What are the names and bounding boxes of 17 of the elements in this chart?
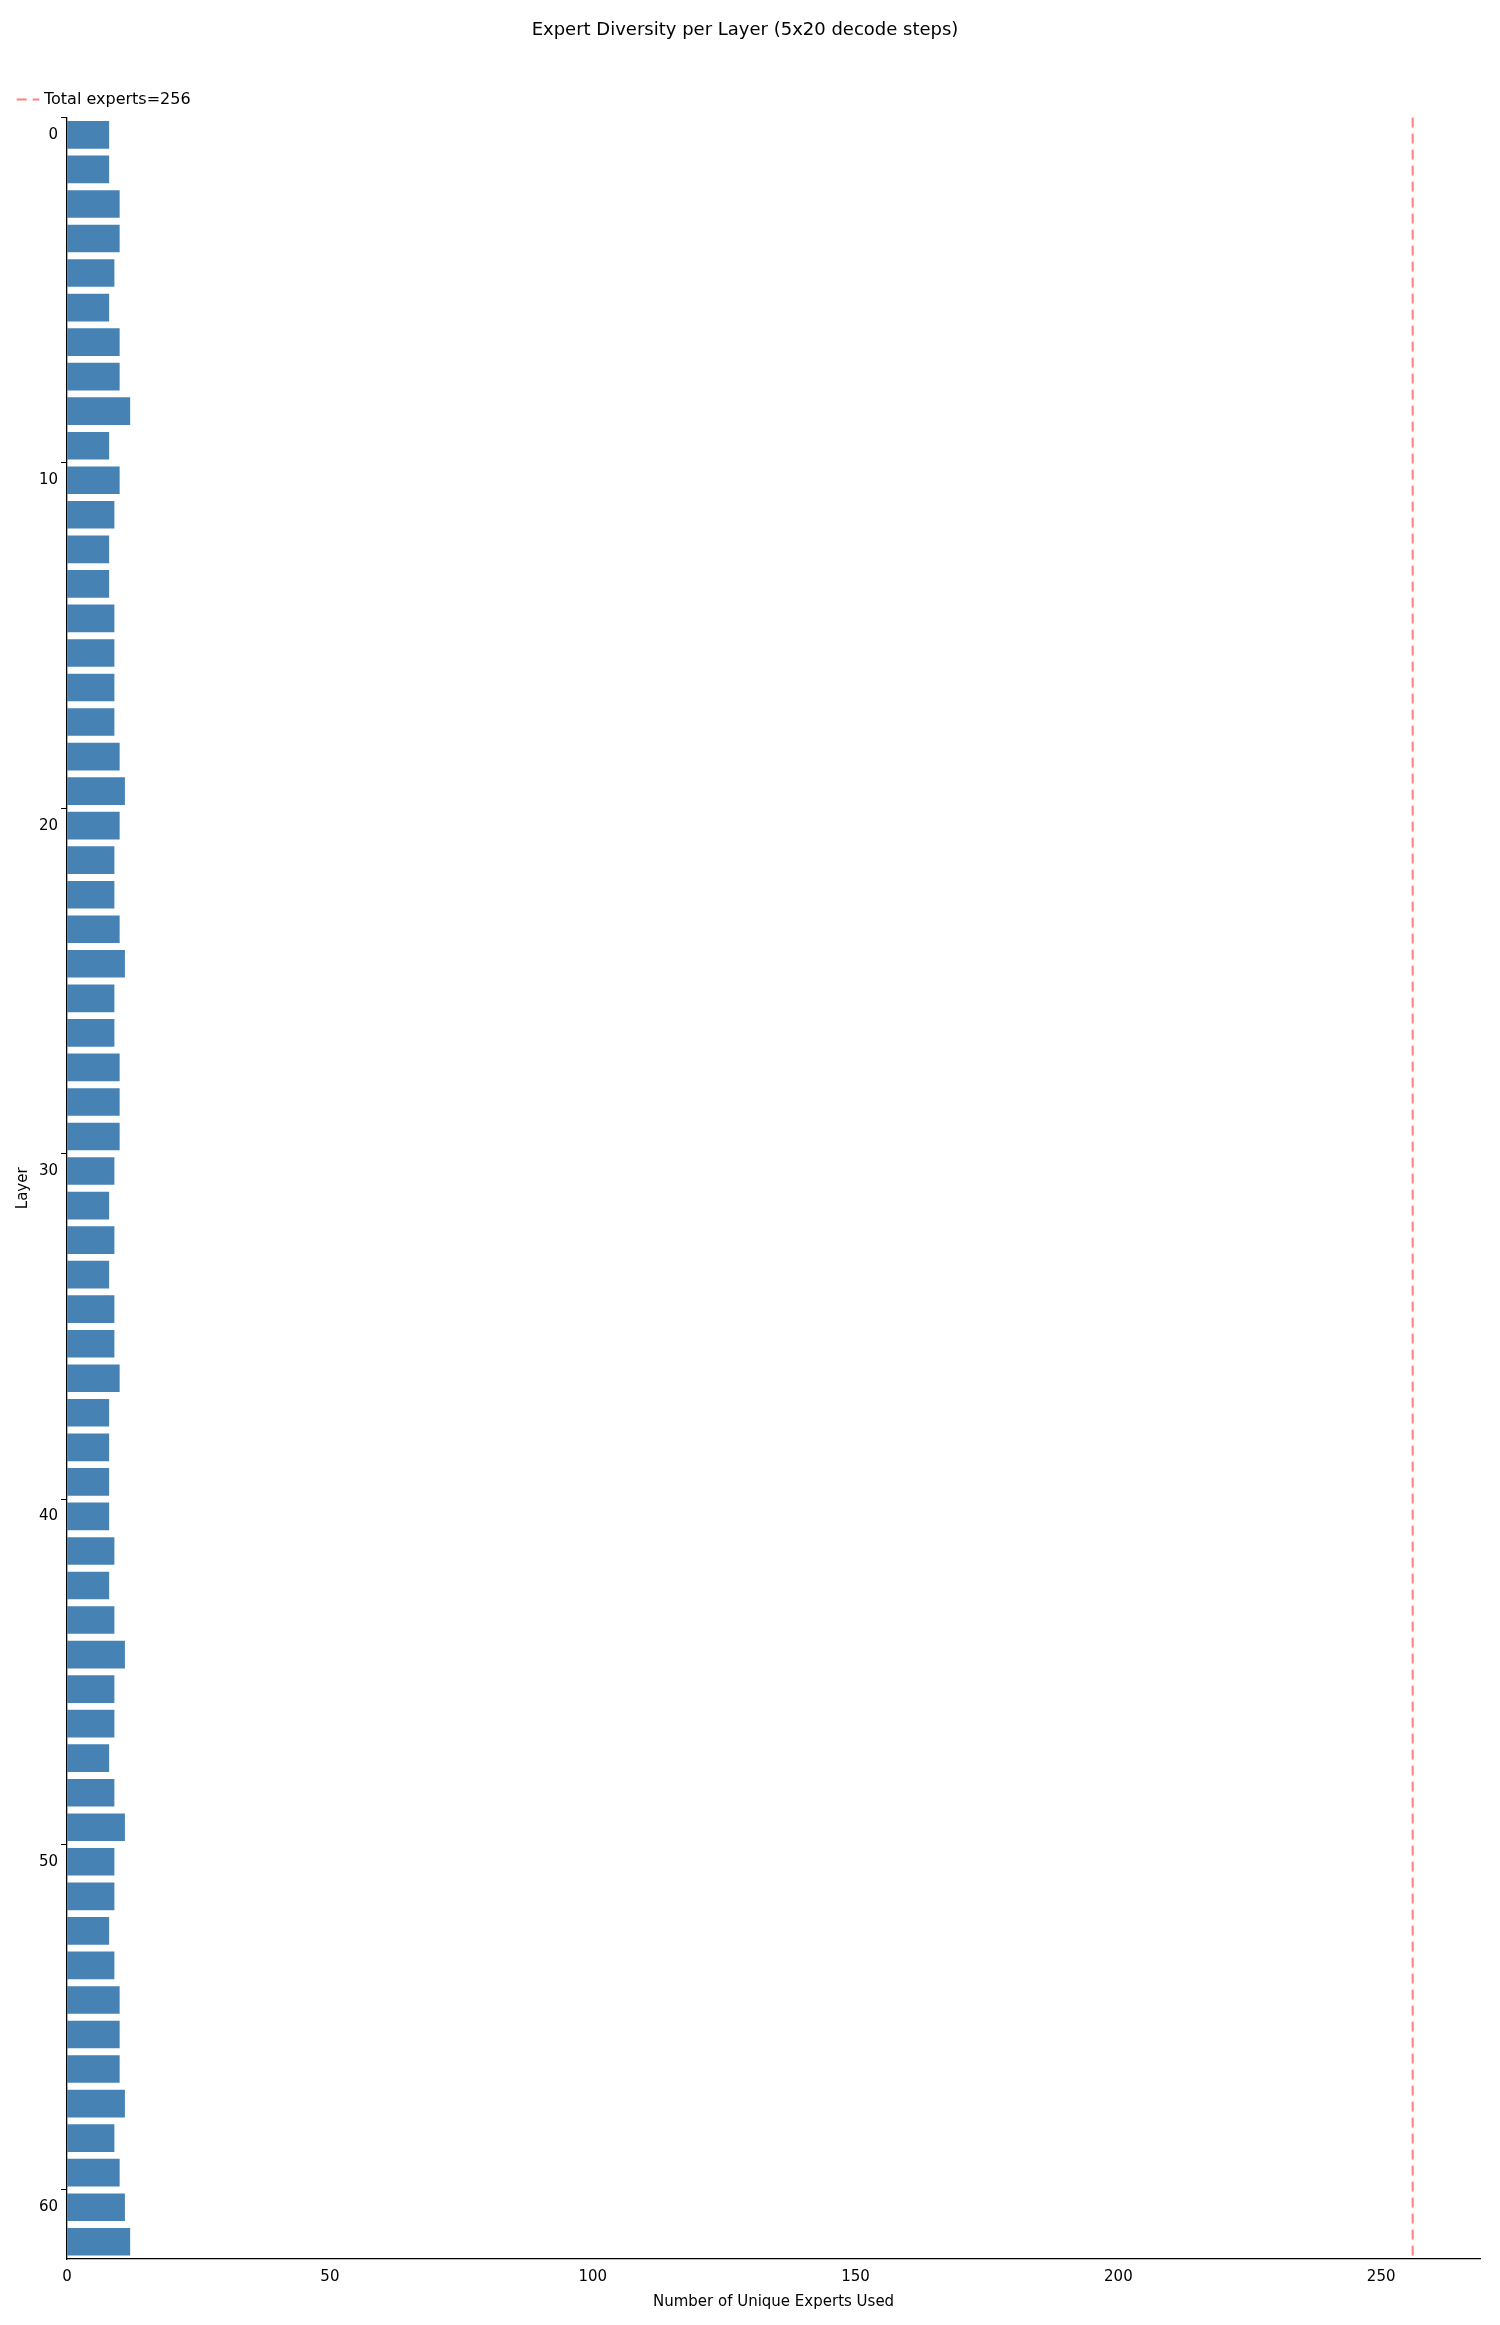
x-tick-label: 50 [320,2266,340,2285]
y-tick-label: 20 [38,815,59,834]
x-tick-label: 150 [841,2266,870,2285]
x-tick-label: 100 [578,2266,608,2285]
y-tick-label: 30 [38,1160,59,1179]
chart-title: Expert Diversity per Layer (5x20 decode steps) [531,18,959,40]
x-tick-label: 0 [62,2266,72,2285]
y-tick-label: 50 [38,1851,59,1870]
x-tick-label: 200 [1104,2266,1133,2285]
y-axis-title: Layer [12,1166,31,1210]
x-axis-title: Number of Unique Experts Used [652,2291,895,2310]
y-tick-label: 10 [38,470,59,489]
y-tick-label: 0 [48,124,59,143]
x-tick-label: 250 [1366,2266,1396,2285]
legend-label: Total experts=256 [43,88,191,108]
y-tick-label: 40 [38,1506,59,1525]
y-tick-label: 60 [38,2197,59,2216]
